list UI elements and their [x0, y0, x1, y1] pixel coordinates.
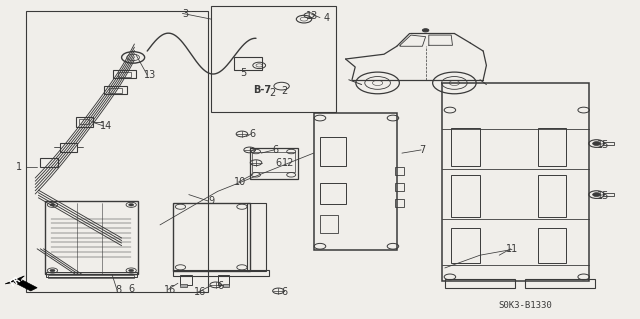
Bar — [603, 193, 614, 196]
Bar — [538, 128, 566, 166]
Text: 12: 12 — [282, 158, 294, 168]
Bar — [180, 284, 187, 287]
Bar — [211, 6, 336, 112]
Text: 2: 2 — [269, 87, 275, 98]
Text: 13: 13 — [305, 11, 318, 21]
Circle shape — [593, 193, 600, 197]
Bar — [252, 152, 295, 172]
Text: S0K3-B1330: S0K3-B1330 — [498, 301, 552, 310]
Bar — [603, 142, 614, 145]
Text: B-7: B-7 — [253, 85, 271, 95]
Bar — [48, 275, 134, 278]
Text: 16: 16 — [163, 285, 176, 295]
Text: 5: 5 — [240, 68, 246, 78]
Bar — [223, 284, 229, 287]
Bar — [320, 137, 346, 166]
Bar — [445, 279, 515, 288]
Bar — [79, 119, 89, 124]
Text: 6: 6 — [250, 129, 256, 139]
Text: 1: 1 — [16, 162, 22, 173]
Circle shape — [129, 204, 134, 206]
Circle shape — [129, 269, 134, 272]
Text: 6: 6 — [218, 280, 224, 291]
Bar — [451, 228, 480, 263]
Text: FR.: FR. — [8, 274, 25, 289]
Text: 2: 2 — [282, 86, 288, 96]
Text: 9: 9 — [208, 196, 214, 206]
Bar — [234, 57, 262, 70]
Text: 7: 7 — [419, 145, 426, 155]
Bar — [250, 148, 298, 179]
Bar — [320, 215, 338, 233]
Circle shape — [422, 29, 429, 32]
Bar — [46, 272, 137, 277]
Bar — [173, 203, 250, 271]
Bar — [451, 175, 480, 217]
Bar — [76, 117, 93, 127]
Bar — [538, 175, 566, 217]
Circle shape — [593, 142, 600, 145]
Text: 6: 6 — [272, 145, 278, 155]
Bar — [395, 167, 404, 175]
Text: 3: 3 — [182, 9, 189, 19]
Bar — [538, 228, 566, 263]
Bar — [109, 88, 122, 93]
Text: 10: 10 — [234, 177, 246, 187]
Circle shape — [50, 269, 55, 272]
Bar — [180, 275, 192, 285]
Bar — [525, 279, 595, 288]
Bar — [247, 203, 266, 271]
Text: 8: 8 — [115, 285, 122, 295]
Circle shape — [50, 204, 55, 206]
Text: 16: 16 — [194, 287, 207, 297]
Text: 13: 13 — [144, 70, 157, 80]
Bar — [395, 199, 404, 207]
Text: 6: 6 — [275, 158, 282, 168]
Text: 6: 6 — [128, 284, 134, 294]
Text: 14: 14 — [99, 121, 112, 131]
Bar — [113, 70, 136, 78]
Bar — [118, 72, 131, 77]
Bar — [218, 275, 229, 285]
Text: 11: 11 — [506, 244, 518, 254]
Bar — [395, 183, 404, 191]
Text: 4: 4 — [323, 12, 330, 23]
Bar — [40, 158, 58, 167]
Bar — [173, 270, 269, 276]
Bar — [45, 201, 138, 274]
Text: 15: 15 — [596, 140, 609, 150]
Bar — [104, 86, 127, 94]
Polygon shape — [5, 276, 37, 291]
Text: 6: 6 — [282, 287, 288, 297]
Bar — [60, 143, 77, 152]
Bar — [314, 113, 397, 250]
Bar — [26, 11, 208, 292]
Text: 15: 15 — [596, 191, 609, 201]
Bar — [442, 83, 589, 281]
Bar — [451, 128, 480, 166]
Bar — [320, 183, 346, 204]
